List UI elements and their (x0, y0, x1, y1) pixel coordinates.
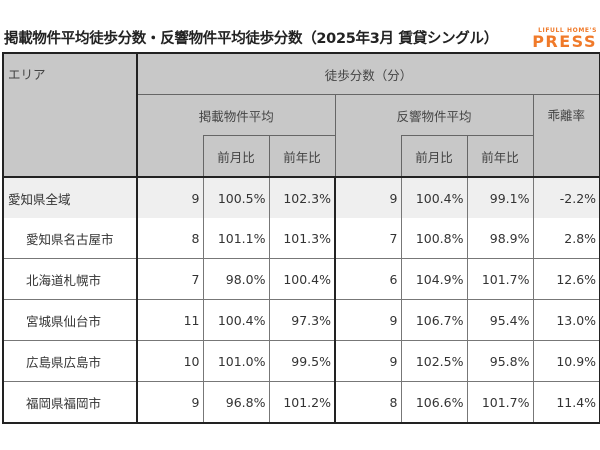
listing-mom: 101.0% (202, 340, 270, 382)
header-response-avg: 反響物件平均 (334, 94, 534, 136)
response-minutes: 7 (334, 218, 402, 259)
response-yoy: 99.1% (466, 176, 534, 218)
response-yoy: 98.9% (466, 218, 534, 259)
gap-rate: -2.2% (532, 176, 600, 218)
table-row: 福岡県福岡市 9 96.8% 101.2% 8 106.6% 101.7% 11… (2, 381, 600, 424)
listing-minutes: 9 (136, 381, 204, 424)
area-cell: 広島県広島市 (2, 340, 138, 382)
header-listing-mom: 前月比 (202, 135, 270, 178)
area-cell: 福岡県福岡市 (2, 381, 138, 424)
gap-rate: 2.8% (532, 218, 600, 259)
gap-rate: 12.6% (532, 258, 600, 300)
logo-subtext: LIFULL HOME'S (538, 27, 597, 34)
listing-yoy: 100.4% (268, 258, 336, 300)
response-mom: 100.4% (400, 176, 468, 218)
listing-yoy: 101.3% (268, 218, 336, 259)
response-mom: 106.7% (400, 299, 468, 341)
header-listing-yoy: 前年比 (268, 135, 336, 178)
gap-rate: 11.4% (532, 381, 600, 424)
table-row: 北海道札幌市 7 98.0% 100.4% 6 104.9% 101.7% 12… (2, 258, 600, 300)
response-minutes: 9 (334, 299, 402, 341)
area-cell: 愛知県全域 (2, 176, 138, 218)
logo-text: PRESS (532, 32, 597, 51)
area-cell: 愛知県名古屋市 (2, 218, 138, 259)
listing-mom: 101.1% (202, 218, 270, 259)
table-row: 愛知県全域 9 100.5% 102.3% 9 100.4% 99.1% -2.… (2, 176, 600, 218)
response-minutes: 9 (334, 176, 402, 218)
gap-rate: 13.0% (532, 299, 600, 341)
listing-yoy: 102.3% (268, 176, 336, 218)
page-title: 掲載物件平均徒歩分数・反響物件平均徒歩分数（2025年3月 賃貸シングル） (4, 31, 498, 47)
brand-logo: LIFULL HOME'S PRESS (525, 27, 597, 50)
listing-mom: 100.5% (202, 176, 270, 218)
listing-mom: 98.0% (202, 258, 270, 300)
table-row: 宮城県仙台市 11 100.4% 97.3% 9 106.7% 95.4% 13… (2, 299, 600, 341)
header-response-blank (334, 135, 402, 178)
listing-minutes: 7 (136, 258, 204, 300)
header-response-yoy: 前年比 (466, 135, 534, 178)
listing-minutes: 9 (136, 176, 204, 218)
header-response-mom: 前月比 (400, 135, 468, 178)
area-cell: 宮城県仙台市 (2, 299, 138, 341)
response-yoy: 101.7% (466, 381, 534, 424)
response-mom: 106.6% (400, 381, 468, 424)
table-row: 愛知県名古屋市 8 101.1% 101.3% 7 100.8% 98.9% 2… (2, 218, 600, 259)
listing-minutes: 8 (136, 218, 204, 259)
table-row: 広島県広島市 10 101.0% 99.5% 9 102.5% 95.8% 10… (2, 340, 600, 382)
listing-minutes: 10 (136, 340, 204, 382)
area-cell: 北海道札幌市 (2, 258, 138, 300)
listing-mom: 96.8% (202, 381, 270, 424)
gap-rate: 10.9% (532, 340, 600, 382)
response-minutes: 6 (334, 258, 402, 300)
listing-minutes: 11 (136, 299, 204, 341)
listing-yoy: 97.3% (268, 299, 336, 341)
response-yoy: 101.7% (466, 258, 534, 300)
header-listing-blank (136, 135, 204, 178)
response-mom: 104.9% (400, 258, 468, 300)
response-minutes: 8 (334, 381, 402, 424)
response-yoy: 95.8% (466, 340, 534, 382)
listing-yoy: 101.2% (268, 381, 336, 424)
header-gap-rate: 乖離率 (532, 94, 600, 178)
listing-mom: 100.4% (202, 299, 270, 341)
header-area: エリア (2, 52, 138, 178)
header-listing-avg: 掲載物件平均 (136, 94, 336, 136)
header-walk-minutes: 徒歩分数（分） (136, 52, 600, 95)
response-minutes: 9 (334, 340, 402, 382)
response-yoy: 95.4% (466, 299, 534, 341)
response-mom: 100.8% (400, 218, 468, 259)
listing-yoy: 99.5% (268, 340, 336, 382)
response-mom: 102.5% (400, 340, 468, 382)
walk-minutes-table: エリア 徒歩分数（分） 掲載物件平均 反響物件平均 乖離率 前月比 前年比 前月… (2, 52, 600, 424)
